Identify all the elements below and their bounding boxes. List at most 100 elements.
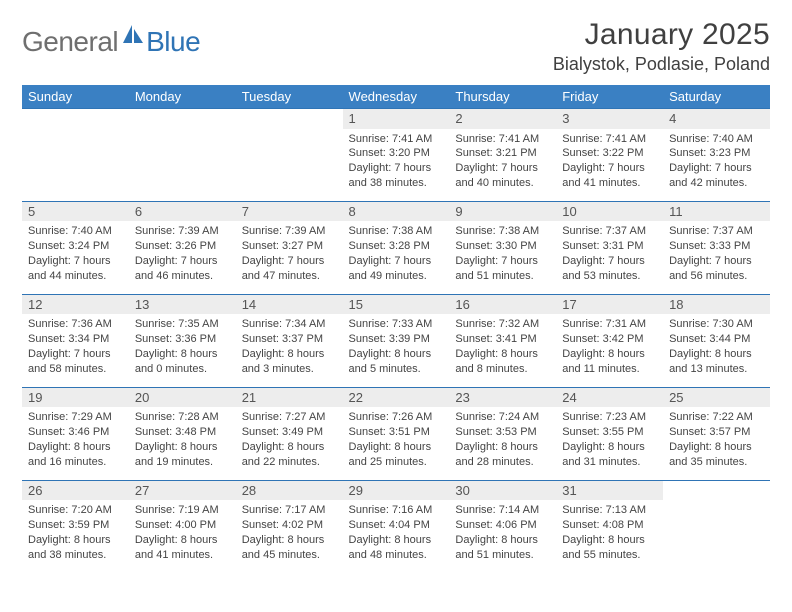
- day-content-cell: Sunrise: 7:37 AMSunset: 3:31 PMDaylight:…: [556, 221, 663, 294]
- sunrise-text: Sunrise: 7:36 AM: [28, 317, 123, 332]
- daylight-text: Daylight: 7 hours and 41 minutes.: [562, 161, 657, 191]
- sunrise-text: Sunrise: 7:33 AM: [349, 317, 444, 332]
- day-number-cell: 24: [556, 387, 663, 407]
- day-content-cell: Sunrise: 7:35 AMSunset: 3:36 PMDaylight:…: [129, 314, 236, 387]
- sunrise-text: Sunrise: 7:24 AM: [455, 410, 550, 425]
- sunrise-text: Sunrise: 7:38 AM: [349, 224, 444, 239]
- day-content-cell: Sunrise: 7:31 AMSunset: 3:42 PMDaylight:…: [556, 314, 663, 387]
- sunrise-text: Sunrise: 7:20 AM: [28, 503, 123, 518]
- sunset-text: Sunset: 3:59 PM: [28, 518, 123, 533]
- daylight-text: Daylight: 8 hours and 8 minutes.: [455, 347, 550, 377]
- day-number-cell: 9: [449, 201, 556, 221]
- sunrise-text: Sunrise: 7:26 AM: [349, 410, 444, 425]
- daylight-text: Daylight: 8 hours and 31 minutes.: [562, 440, 657, 470]
- daylight-text: Daylight: 7 hours and 38 minutes.: [349, 161, 444, 191]
- day-number-cell: 12: [22, 294, 129, 314]
- day-number-cell: 11: [663, 201, 770, 221]
- sunrise-text: Sunrise: 7:39 AM: [242, 224, 337, 239]
- day-content-cell: Sunrise: 7:33 AMSunset: 3:39 PMDaylight:…: [343, 314, 450, 387]
- logo: General Blue: [22, 18, 200, 59]
- day-content-cell: Sunrise: 7:40 AMSunset: 3:23 PMDaylight:…: [663, 129, 770, 202]
- weekday-header: Thursday: [449, 85, 556, 109]
- day-content-cell: Sunrise: 7:16 AMSunset: 4:04 PMDaylight:…: [343, 500, 450, 572]
- sunset-text: Sunset: 3:42 PM: [562, 332, 657, 347]
- sunset-text: Sunset: 3:48 PM: [135, 425, 230, 440]
- daylight-text: Daylight: 8 hours and 13 minutes.: [669, 347, 764, 377]
- day-number-cell: 14: [236, 294, 343, 314]
- day-number-cell: 30: [449, 480, 556, 500]
- daylight-text: Daylight: 8 hours and 38 minutes.: [28, 533, 123, 563]
- day-number-row: 19202122232425: [22, 387, 770, 407]
- daylight-text: Daylight: 8 hours and 35 minutes.: [669, 440, 764, 470]
- sunset-text: Sunset: 3:30 PM: [455, 239, 550, 254]
- sunset-text: Sunset: 3:23 PM: [669, 146, 764, 161]
- day-number-cell: 25: [663, 387, 770, 407]
- day-content-cell: Sunrise: 7:30 AMSunset: 3:44 PMDaylight:…: [663, 314, 770, 387]
- title-block: January 2025 Bialystok, Podlasie, Poland: [553, 18, 770, 75]
- sunrise-text: Sunrise: 7:27 AM: [242, 410, 337, 425]
- sunrise-text: Sunrise: 7:28 AM: [135, 410, 230, 425]
- weekday-header: Saturday: [663, 85, 770, 109]
- sunset-text: Sunset: 3:28 PM: [349, 239, 444, 254]
- sunset-text: Sunset: 4:02 PM: [242, 518, 337, 533]
- sunset-text: Sunset: 3:36 PM: [135, 332, 230, 347]
- daylight-text: Daylight: 8 hours and 5 minutes.: [349, 347, 444, 377]
- day-number-cell: [129, 109, 236, 129]
- sunset-text: Sunset: 3:27 PM: [242, 239, 337, 254]
- sunset-text: Sunset: 3:53 PM: [455, 425, 550, 440]
- daylight-text: Daylight: 7 hours and 42 minutes.: [669, 161, 764, 191]
- day-content-cell: Sunrise: 7:22 AMSunset: 3:57 PMDaylight:…: [663, 407, 770, 480]
- sunrise-text: Sunrise: 7:39 AM: [135, 224, 230, 239]
- daylight-text: Daylight: 8 hours and 55 minutes.: [562, 533, 657, 563]
- sunrise-text: Sunrise: 7:23 AM: [562, 410, 657, 425]
- daylight-text: Daylight: 8 hours and 45 minutes.: [242, 533, 337, 563]
- sunrise-text: Sunrise: 7:37 AM: [562, 224, 657, 239]
- sunset-text: Sunset: 3:24 PM: [28, 239, 123, 254]
- logo-text-general: General: [22, 26, 118, 58]
- day-number-cell: 4: [663, 109, 770, 129]
- sunrise-text: Sunrise: 7:16 AM: [349, 503, 444, 518]
- day-number-cell: [22, 109, 129, 129]
- day-content-cell: Sunrise: 7:41 AMSunset: 3:21 PMDaylight:…: [449, 129, 556, 202]
- sunset-text: Sunset: 3:26 PM: [135, 239, 230, 254]
- page-title: January 2025: [553, 18, 770, 52]
- day-content-cell: Sunrise: 7:41 AMSunset: 3:20 PMDaylight:…: [343, 129, 450, 202]
- day-number-cell: 19: [22, 387, 129, 407]
- sunset-text: Sunset: 4:00 PM: [135, 518, 230, 533]
- day-content-cell: Sunrise: 7:37 AMSunset: 3:33 PMDaylight:…: [663, 221, 770, 294]
- daylight-text: Daylight: 8 hours and 22 minutes.: [242, 440, 337, 470]
- weekday-header: Friday: [556, 85, 663, 109]
- daylight-text: Daylight: 8 hours and 51 minutes.: [455, 533, 550, 563]
- sunset-text: Sunset: 3:21 PM: [455, 146, 550, 161]
- sunset-text: Sunset: 3:44 PM: [669, 332, 764, 347]
- day-content-cell: Sunrise: 7:34 AMSunset: 3:37 PMDaylight:…: [236, 314, 343, 387]
- sunset-text: Sunset: 4:06 PM: [455, 518, 550, 533]
- sunrise-text: Sunrise: 7:40 AM: [28, 224, 123, 239]
- sunrise-text: Sunrise: 7:14 AM: [455, 503, 550, 518]
- sunset-text: Sunset: 4:04 PM: [349, 518, 444, 533]
- day-number-cell: 20: [129, 387, 236, 407]
- sunset-text: Sunset: 4:08 PM: [562, 518, 657, 533]
- sunrise-text: Sunrise: 7:35 AM: [135, 317, 230, 332]
- day-number-cell: 28: [236, 480, 343, 500]
- day-number-cell: 31: [556, 480, 663, 500]
- sunset-text: Sunset: 3:41 PM: [455, 332, 550, 347]
- day-content-row: Sunrise: 7:20 AMSunset: 3:59 PMDaylight:…: [22, 500, 770, 572]
- daylight-text: Daylight: 8 hours and 16 minutes.: [28, 440, 123, 470]
- logo-text-blue: Blue: [146, 26, 200, 58]
- sunrise-text: Sunrise: 7:40 AM: [669, 132, 764, 147]
- sunset-text: Sunset: 3:34 PM: [28, 332, 123, 347]
- day-number-cell: [236, 109, 343, 129]
- day-number-cell: 1: [343, 109, 450, 129]
- daylight-text: Daylight: 7 hours and 53 minutes.: [562, 254, 657, 284]
- sunrise-text: Sunrise: 7:32 AM: [455, 317, 550, 332]
- calendar-table: Sunday Monday Tuesday Wednesday Thursday…: [22, 85, 770, 572]
- day-number-cell: 10: [556, 201, 663, 221]
- day-number-row: 12131415161718: [22, 294, 770, 314]
- daylight-text: Daylight: 8 hours and 25 minutes.: [349, 440, 444, 470]
- day-number-row: 567891011: [22, 201, 770, 221]
- sunrise-text: Sunrise: 7:34 AM: [242, 317, 337, 332]
- logo-sail-icon: [122, 24, 144, 49]
- sunset-text: Sunset: 3:57 PM: [669, 425, 764, 440]
- sunrise-text: Sunrise: 7:37 AM: [669, 224, 764, 239]
